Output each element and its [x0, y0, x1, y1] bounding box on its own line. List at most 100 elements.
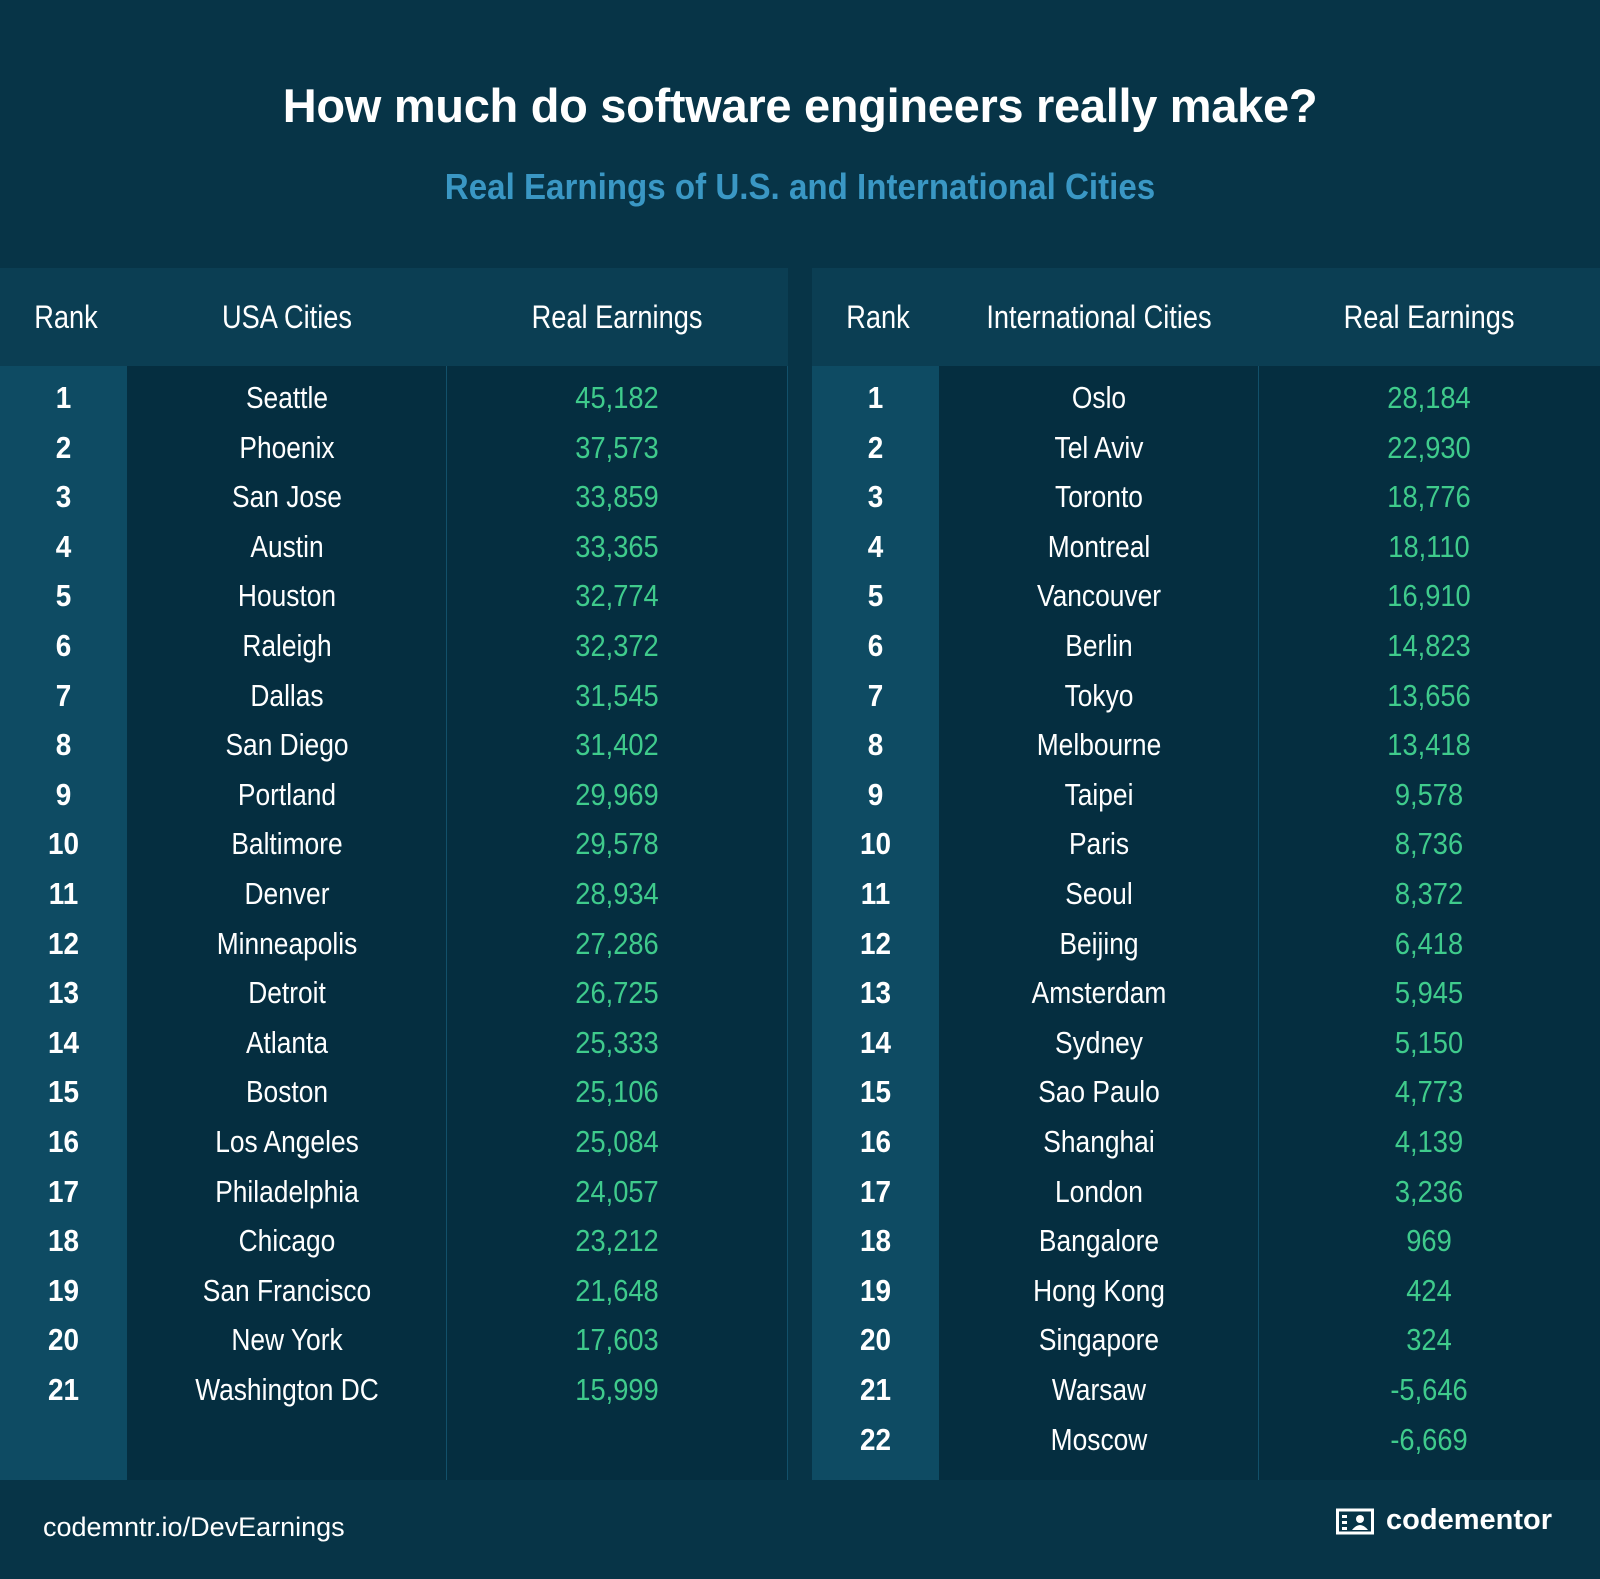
earnings-cell: 33,859 — [575, 479, 659, 515]
rank-cell: 7 — [867, 677, 884, 713]
rank-cell: 18 — [47, 1223, 80, 1259]
rank-cell: 18 — [859, 1223, 892, 1259]
rank-cell: 16 — [859, 1124, 892, 1159]
table-row: 9 Taipei 9,578 — [812, 770, 1600, 820]
earnings-cell: 28,934 — [575, 876, 659, 911]
rank-cell: 8 — [55, 727, 72, 763]
earnings-cell: -5,646 — [1390, 1372, 1468, 1407]
table-row: 10 Paris 8,736 — [812, 819, 1600, 869]
rank-cell: 19 — [47, 1272, 80, 1308]
city-cell: Shanghai — [1043, 1124, 1155, 1159]
city-cell: Dallas — [250, 677, 324, 713]
city-cell: Vancouver — [1036, 578, 1162, 614]
table-row: 2 Tel Aviv 22,930 — [812, 423, 1600, 473]
table-row: 15 Sao Paulo 4,773 — [812, 1067, 1600, 1117]
rank-cell: 5 — [867, 578, 884, 614]
city-cell: Los Angeles — [215, 1124, 359, 1159]
city-cell: Montreal — [1047, 528, 1151, 564]
city-cell: Singapore — [1038, 1322, 1160, 1358]
earnings-cell: 22,930 — [1387, 429, 1471, 465]
rank-cell: 13 — [47, 975, 80, 1011]
earnings-cell: 18,776 — [1387, 479, 1471, 515]
table-row: 10 Baltimore 29,578 — [0, 819, 788, 869]
table-row: 9 Portland 29,969 — [0, 770, 788, 820]
city-cell: Seattle — [245, 380, 329, 415]
earnings-cell: 13,418 — [1387, 727, 1471, 763]
city-cell: Berlin — [1065, 628, 1133, 663]
table-row: 12 Beijing 6,418 — [812, 919, 1600, 969]
column-divider — [446, 366, 447, 1480]
earnings-cell: 21,648 — [575, 1272, 659, 1308]
city-cell: Amsterdam — [1031, 975, 1167, 1011]
rank-cell: 7 — [55, 677, 72, 713]
table-row: 16 Shanghai 4,139 — [812, 1117, 1600, 1167]
table-row: 1 Seattle 45,182 — [0, 373, 788, 423]
city-cell: Boston — [245, 1074, 329, 1110]
earnings-cell: 324 — [1406, 1322, 1452, 1358]
earnings-cell: 18,110 — [1388, 528, 1470, 564]
page-subtitle: Real Earnings of U.S. and International … — [444, 166, 1156, 207]
city-cell: Seoul — [1065, 876, 1133, 911]
city-cell: Atlanta — [245, 1024, 329, 1060]
table-row: 12 Minneapolis 27,286 — [0, 919, 788, 969]
rank-cell: 9 — [55, 776, 72, 812]
table-row: 1 Oslo 28,184 — [812, 373, 1600, 423]
earnings-cell: 17,603 — [575, 1322, 659, 1358]
rank-cell: 6 — [867, 628, 884, 663]
rank-cell: 5 — [55, 578, 72, 614]
table-row: 19 San Francisco 21,648 — [0, 1266, 788, 1316]
table-row: 18 Chicago 23,212 — [0, 1216, 788, 1266]
table-row: 7 Dallas 31,545 — [0, 671, 788, 721]
earnings-cell: 32,372 — [575, 628, 659, 663]
earnings-cell: 6,418 — [1394, 925, 1464, 961]
earnings-cell: 13,656 — [1387, 677, 1471, 713]
earnings-cell: 23,212 — [575, 1223, 659, 1259]
rank-cell: 10 — [47, 826, 80, 862]
table-row: 4 Austin 33,365 — [0, 522, 788, 572]
rank-cell: 1 — [867, 380, 884, 415]
city-cell: Paris — [1068, 826, 1130, 862]
city-cell: Oslo — [1071, 380, 1127, 415]
table-row: 4 Montreal 18,110 — [812, 522, 1600, 572]
city-cell: Tokyo — [1064, 677, 1134, 713]
rank-cell: 14 — [859, 1024, 892, 1060]
rank-cell: 15 — [47, 1074, 80, 1110]
table-row: 14 Atlanta 25,333 — [0, 1018, 788, 1068]
table-row: 13 Detroit 26,725 — [0, 968, 788, 1018]
table-row: 22 Moscow -6,669 — [812, 1415, 1600, 1465]
rank-cell: 3 — [55, 479, 72, 515]
table-row: 3 San Jose 33,859 — [0, 472, 788, 522]
city-cell: Sao Paulo — [1038, 1074, 1160, 1110]
table-row: 5 Vancouver 16,910 — [812, 571, 1600, 621]
rank-cell: 17 — [859, 1173, 892, 1209]
rank-cell: 14 — [47, 1024, 80, 1060]
earnings-cell: 45,182 — [575, 380, 659, 415]
rank-column-band — [0, 366, 127, 1480]
city-cell: Philadelphia — [215, 1173, 359, 1209]
city-cell: Chicago — [238, 1223, 336, 1259]
brand-logo: codementor — [1336, 1504, 1552, 1537]
column-header-city: USA Cities — [222, 299, 352, 335]
column-header-earnings: Real Earnings — [531, 299, 703, 335]
rank-cell: 2 — [867, 429, 884, 465]
usa-table: Rank USA Cities Real Earnings 1 Seattle 45… — [0, 268, 788, 1480]
column-divider — [1258, 366, 1259, 1480]
earnings-cell: 29,969 — [575, 776, 659, 812]
earnings-cell: 31,545 — [575, 677, 659, 713]
city-cell: Austin — [250, 528, 324, 564]
earnings-cell: 15,999 — [575, 1372, 659, 1407]
rank-cell: 21 — [859, 1372, 892, 1407]
footer-url[interactable]: codemntr.io/DevEarnings — [43, 1512, 345, 1542]
earnings-cell: 424 — [1406, 1272, 1452, 1308]
earnings-cell: 24,057 — [575, 1173, 659, 1209]
city-cell: Bangalore — [1038, 1223, 1160, 1259]
table-row: 3 Toronto 18,776 — [812, 472, 1600, 522]
city-cell: Warsaw — [1051, 1372, 1147, 1407]
city-cell: Detroit — [248, 975, 326, 1011]
table-header-band — [0, 268, 788, 366]
rank-cell: 11 — [860, 876, 891, 911]
rank-cell: 22 — [859, 1421, 892, 1457]
city-cell: Houston — [237, 578, 337, 614]
rank-cell: 10 — [859, 826, 892, 862]
earnings-cell: 26,725 — [575, 975, 659, 1011]
